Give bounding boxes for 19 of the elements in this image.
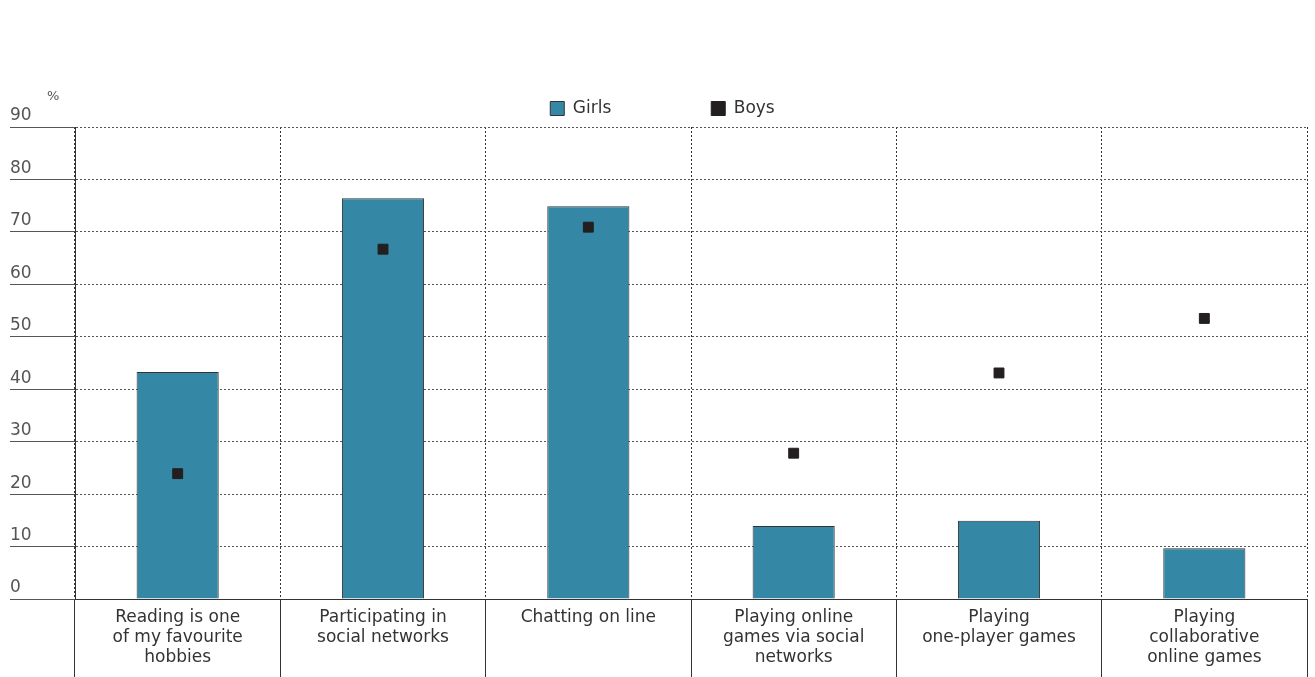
x-tick-label: Playing one-player games bbox=[922, 605, 1076, 647]
y-tick-label: 60 bbox=[10, 261, 32, 282]
y-tick-label: 90 bbox=[10, 104, 32, 125]
y-tick-label: 40 bbox=[10, 366, 32, 387]
y-tick-label: 50 bbox=[10, 314, 32, 335]
legend-label: Girls bbox=[572, 96, 612, 117]
x-tick-label: Participating in social networks bbox=[317, 605, 450, 647]
x-tick-label: Chatting on line bbox=[520, 605, 657, 626]
y-tick-label: 70 bbox=[10, 209, 32, 230]
y-tick-label: 80 bbox=[10, 156, 32, 177]
x-tick-label: Playing collaborative online games bbox=[1147, 605, 1262, 667]
x-tick-label: Playing online games via social networks bbox=[722, 605, 865, 667]
x-tick-label: Reading is one of my favourite hobbies bbox=[112, 605, 243, 667]
legend-label: Boys bbox=[733, 96, 775, 117]
y-tick-label: 0 bbox=[10, 576, 21, 597]
y-tick-label: 30 bbox=[10, 419, 32, 440]
y-axis-title: % bbox=[47, 87, 60, 103]
y-tick-label: 10 bbox=[10, 523, 32, 544]
y-tick-label: 20 bbox=[10, 471, 32, 492]
